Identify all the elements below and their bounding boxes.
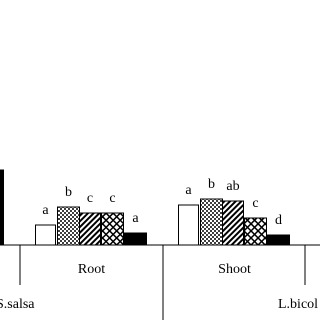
group-label: L.bicol [278, 297, 318, 312]
value-label: b [208, 177, 215, 192]
value-label: c [252, 196, 258, 211]
bar [35, 224, 56, 246]
bar [57, 206, 80, 246]
value-label: ab [226, 179, 239, 194]
x-tick-label: Shoot [218, 262, 251, 277]
value-label: d [275, 213, 282, 228]
bar [124, 232, 147, 246]
value-label: a [42, 203, 49, 218]
value-label: a [185, 183, 192, 198]
bar [222, 200, 244, 246]
group-label: S.salsa [0, 297, 35, 312]
value-label: c [87, 191, 93, 206]
bar [178, 204, 199, 246]
value-label: a [132, 211, 139, 226]
value-label: c [109, 191, 115, 206]
bar [267, 234, 290, 246]
bar [101, 212, 124, 246]
bar [79, 212, 101, 246]
bar [200, 198, 223, 246]
value-label: b [65, 185, 72, 200]
x-tick-label: Root [78, 262, 105, 277]
bar [0, 169, 4, 246]
bar [244, 217, 267, 246]
